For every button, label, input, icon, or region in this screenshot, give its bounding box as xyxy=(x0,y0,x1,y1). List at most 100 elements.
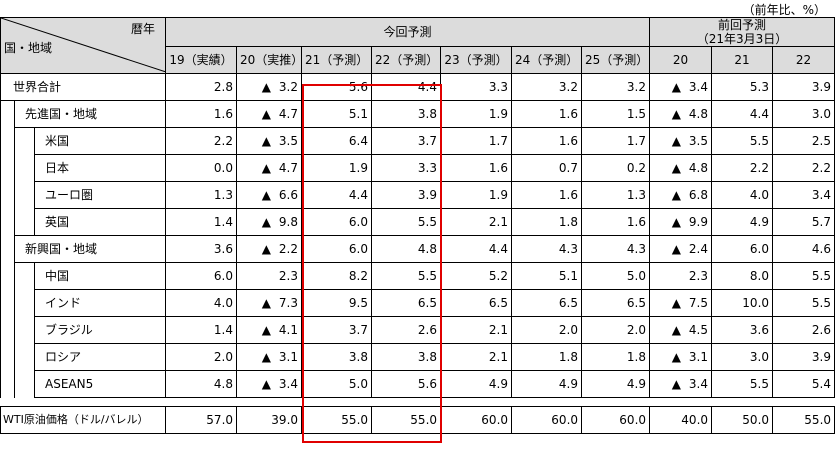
value-cell: 3.8 xyxy=(301,343,373,371)
value-text: 4.0 xyxy=(749,188,770,202)
value-text: 2.2 xyxy=(811,161,832,175)
negative-triangle-icon: ▲ xyxy=(671,107,681,121)
row-label: 米国 xyxy=(33,127,167,155)
value-text: 2.2 xyxy=(213,134,234,148)
value-text: 0.2 xyxy=(626,161,647,175)
negative-triangle-icon: ▲ xyxy=(671,215,681,229)
value-text: 9.5 xyxy=(348,296,369,310)
value-text: 5.2 xyxy=(488,269,509,283)
value-text: 2.0 xyxy=(213,350,234,364)
value-text: 6.0 xyxy=(749,242,770,256)
table-row: ブラジル 1.4 ▲ 4.1 3.7 2.6 2.1 2.0 2.0 ▲ 4.5 3.6 2.6 xyxy=(0,316,836,344)
value-cell: 4.3 xyxy=(511,235,583,263)
value-text: 6.5 xyxy=(417,296,438,310)
row-label: ユーロ圏 xyxy=(33,181,167,209)
value-cell: 3.7 xyxy=(301,316,373,344)
value-text: 3.8 xyxy=(417,107,438,121)
value-text: 2.6 xyxy=(811,323,832,337)
value-text: 6.8 xyxy=(688,188,709,202)
value-text: 57.0 xyxy=(206,413,234,427)
value-text: 7.5 xyxy=(688,296,709,310)
value-text: 6.5 xyxy=(488,296,509,310)
value-cell: 3.8 xyxy=(371,100,442,128)
value-text: 0.7 xyxy=(558,161,579,175)
value-text: 1.6 xyxy=(558,188,579,202)
year-header-current-2: 21（予測） xyxy=(301,46,373,74)
negative-triangle-icon: ▲ xyxy=(671,134,681,148)
value-cell: 6.4 xyxy=(301,127,373,155)
row-label: 新興国・地域 xyxy=(13,235,167,263)
value-text: 2.4 xyxy=(688,242,709,256)
value-cell: 5.0 xyxy=(301,370,373,398)
value-text: 1.9 xyxy=(488,107,509,121)
value-cell: 1.8 xyxy=(511,208,583,236)
value-cell: 2.0 xyxy=(165,343,238,371)
indent-cell xyxy=(0,208,15,236)
value-cell: 5.5 xyxy=(711,370,774,398)
row-label: 英国 xyxy=(33,208,167,236)
value-cell: 1.6 xyxy=(511,100,583,128)
spacer-cell xyxy=(372,398,441,407)
value-cell: 2.0 xyxy=(511,316,583,344)
table-row: 世界合計 2.8 ▲ 3.2 5.6 4.4 3.3 3.2 3.2 ▲ 3.4 5.3 3.9 xyxy=(0,73,836,101)
negative-triangle-icon: ▲ xyxy=(261,161,271,175)
value-text: 4.9 xyxy=(749,215,770,229)
negative-triangle-icon: ▲ xyxy=(261,350,271,364)
row-label: ブラジル xyxy=(33,316,167,344)
value-cell: 50.0 xyxy=(711,406,774,434)
value-text: 2.0 xyxy=(558,323,579,337)
spacer-cell xyxy=(773,398,835,407)
value-text: 4.6 xyxy=(811,242,832,256)
value-text: 5.3 xyxy=(749,80,770,94)
value-cell: 3.9 xyxy=(772,73,836,101)
value-cell: 8.0 xyxy=(711,262,774,290)
value-text: 3.9 xyxy=(417,188,438,202)
row-label: ASEAN5 xyxy=(33,370,167,398)
value-text: 2.3 xyxy=(688,269,709,283)
value-text: 1.6 xyxy=(213,107,234,121)
value-text: 50.0 xyxy=(742,413,770,427)
value-text: 4.4 xyxy=(488,242,509,256)
forecast-table-body: 世界合計 2.8 ▲ 3.2 5.6 4.4 3.3 3.2 3.2 ▲ 3.4 5.3 3.9 先進国・… xyxy=(0,73,836,434)
value-cell: 5.7 xyxy=(772,208,836,236)
value-text: 3.3 xyxy=(417,161,438,175)
value-cell: 3.6 xyxy=(711,316,774,344)
value-cell: 1.3 xyxy=(165,181,238,209)
value-cell: 1.8 xyxy=(581,343,651,371)
current-forecast-header: 今回予測 xyxy=(165,17,651,47)
negative-triangle-icon: ▲ xyxy=(671,80,681,94)
value-cell: 4.0 xyxy=(711,181,774,209)
value-text: 7.3 xyxy=(278,296,299,310)
value-cell: 2.6 xyxy=(371,316,442,344)
spacer-cell xyxy=(582,398,650,407)
indent-cell xyxy=(14,127,35,155)
indent-cell xyxy=(14,208,35,236)
value-cell: 5.0 xyxy=(581,262,651,290)
indent-cell xyxy=(14,343,35,371)
value-text: 1.4 xyxy=(213,323,234,337)
value-cell: 1.6 xyxy=(511,181,583,209)
table-row: 英国 1.4 ▲ 9.8 6.0 5.5 2.1 1.8 1.6 ▲ 9.9 4.9 5.7 xyxy=(0,208,836,236)
value-text: 4.4 xyxy=(417,80,438,94)
value-cell: 4.3 xyxy=(581,235,651,263)
value-cell: 39.0 xyxy=(236,406,303,434)
value-text: 4.8 xyxy=(688,107,709,121)
value-cell: 1.6 xyxy=(511,127,583,155)
forecast-table-container: 暦年 国・地域 今回予測 前回予測 （21年3月3日） 19（実績） 20（実推）… xyxy=(0,17,836,443)
value-cell: 2.3 xyxy=(649,262,713,290)
value-text: 4.8 xyxy=(417,242,438,256)
value-text: 1.7 xyxy=(626,134,647,148)
value-cell: 55.0 xyxy=(301,406,373,434)
indent-cell xyxy=(14,316,35,344)
value-text: 3.6 xyxy=(213,242,234,256)
value-cell: ▲ 3.2 xyxy=(236,73,303,101)
value-text: 2.8 xyxy=(213,80,234,94)
value-cell: 40.0 xyxy=(649,406,713,434)
value-cell: ▲ 4.7 xyxy=(236,100,303,128)
value-cell: 10.0 xyxy=(711,289,774,317)
value-cell: 5.6 xyxy=(371,370,442,398)
negative-triangle-icon: ▲ xyxy=(261,107,271,121)
negative-triangle-icon: ▲ xyxy=(671,323,681,337)
year-header-current-0: 19（実績） xyxy=(165,46,238,74)
indent-cell xyxy=(0,370,15,398)
